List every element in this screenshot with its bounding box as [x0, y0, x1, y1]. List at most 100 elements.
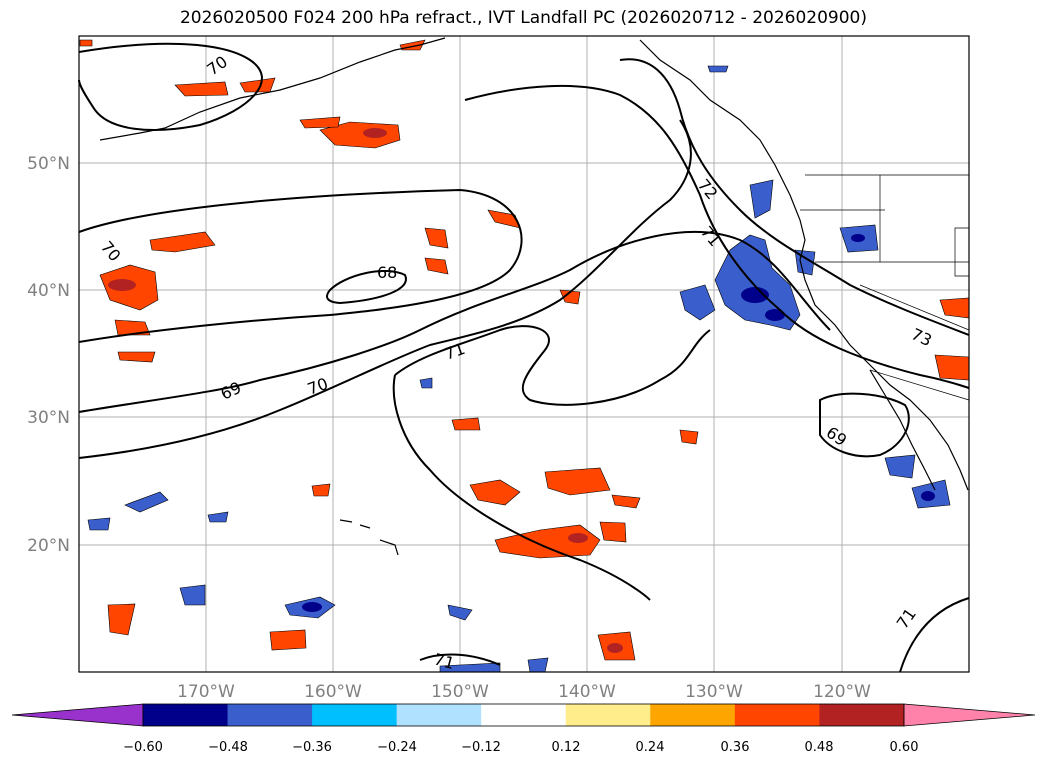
lat-tick-labels: 50°N 40°N 30°N 20°N: [27, 154, 70, 556]
cbar-label: 0.48: [805, 740, 834, 755]
plot-area: 70 70 68 69 70 71 72 71 69 71 71 73: [78, 35, 970, 674]
cold-blob-core: [741, 287, 769, 303]
contour-69: [78, 230, 831, 413]
cold-blob: [679, 284, 716, 321]
warm-blob: [469, 479, 521, 506]
cold-blob: [884, 454, 916, 479]
cold-blob: [749, 179, 774, 219]
warm-blob: [424, 227, 449, 249]
contour-70-mid: [78, 119, 692, 459]
hawaii-islands: [339, 519, 399, 556]
colorbar-swatch: [481, 704, 567, 726]
warm-blob: [174, 81, 229, 97]
contour-68: [326, 269, 407, 305]
warm-blob: [107, 603, 136, 636]
lon-label-150w: 150°W: [431, 682, 489, 702]
warm-blob: [79, 39, 93, 47]
warm-blob: [611, 494, 641, 509]
cbar-label: 0.36: [721, 740, 750, 755]
cbar-label: −0.36: [292, 740, 332, 755]
state-border: [859, 284, 970, 331]
contour-70-south: [392, 374, 651, 601]
warm-blob-core: [108, 279, 136, 291]
colorbar-tick-labels: −0.60 −0.48 −0.36 −0.24 −0.12 0.12 0.24 …: [123, 740, 918, 755]
cold-blob: [124, 491, 169, 513]
lon-label-120w: 120°W: [813, 682, 871, 702]
colorbar-swatch: [227, 704, 313, 726]
contour-71-bottom: [419, 653, 501, 666]
lat-label-30n: 30°N: [27, 408, 70, 428]
colorbar-swatch: [650, 704, 736, 726]
warm-blob: [679, 429, 699, 445]
warm-blob-core: [607, 643, 623, 653]
contour-69-south: [819, 392, 910, 458]
colorbar-swatch: [143, 704, 229, 726]
colorbar-frame: [142, 703, 905, 727]
us-mexico-border: [869, 369, 970, 401]
plot-frame: [78, 35, 970, 673]
warm-blob: [544, 467, 611, 496]
lat-label-20n: 20°N: [27, 536, 70, 556]
contour-71-south: [394, 325, 711, 406]
colorbar-extend-low: [11, 703, 144, 727]
cbar-label: 0.60: [890, 740, 919, 755]
warm-blob: [299, 116, 341, 129]
lon-tick-labels: 170°W 160°W 150°W 140°W 130°W 120°W: [177, 682, 871, 702]
warm-blob: [311, 483, 331, 497]
cbar-label: −0.24: [377, 740, 417, 755]
cold-blob: [707, 65, 729, 73]
warm-blob: [117, 351, 156, 363]
lat-label-50n: 50°N: [27, 154, 70, 174]
warm-blob: [149, 231, 216, 253]
colorbar-swatch: [396, 704, 482, 726]
warm-blob: [494, 524, 601, 559]
contour-label-71-bottom: 71: [432, 650, 457, 674]
contour-72: [619, 58, 970, 336]
cold-blob: [447, 604, 473, 621]
lon-label-160w: 160°W: [304, 682, 362, 702]
contour-label-68: 68: [377, 263, 397, 282]
positive-anomaly-blobs: [79, 39, 970, 661]
warm-blob: [114, 319, 151, 336]
warm-blob: [269, 629, 307, 651]
cold-blob: [419, 377, 433, 389]
cbar-label: 0.12: [552, 740, 581, 755]
warm-blob-core: [568, 533, 588, 543]
negative-anomaly-blobs: [87, 65, 951, 673]
lon-label-140w: 140°W: [558, 682, 616, 702]
warm-blob-core: [363, 128, 387, 138]
colorbar-swatch: [734, 704, 820, 726]
cold-blob: [207, 511, 229, 523]
colorbar-swatch: [819, 704, 905, 726]
cbar-label: −0.12: [461, 740, 501, 755]
cold-blob: [714, 234, 801, 331]
political-boundaries: [800, 174, 970, 401]
colorbar-extend-high: [903, 703, 1036, 727]
warm-blob: [934, 354, 970, 381]
cold-blob-core: [851, 234, 865, 242]
cbar-label: −0.60: [123, 740, 163, 755]
warm-blob: [599, 521, 627, 543]
lon-label-130w: 130°W: [685, 682, 743, 702]
lon-label-170w: 170°W: [177, 682, 235, 702]
contour-70-upper-left: [78, 188, 523, 343]
cold-blob-core: [921, 491, 935, 501]
colorbar-swatch: [312, 704, 398, 726]
north-america-west-coast: [639, 39, 969, 491]
contour-71-west: [464, 84, 970, 389]
cbar-label: −0.48: [208, 740, 248, 755]
cold-blob-core: [765, 309, 785, 321]
cold-blob: [87, 517, 111, 531]
colorbar-swatches: [11, 703, 1036, 727]
contour-71-southeast: [899, 597, 970, 673]
contour-70-north: [78, 42, 263, 131]
refractivity-contours: [78, 42, 970, 673]
cold-blob: [179, 584, 206, 606]
cbar-label: 0.24: [636, 740, 665, 755]
warm-blob: [424, 257, 449, 275]
cold-blob: [527, 657, 549, 673]
cold-blob: [794, 249, 816, 276]
map-title: 2026020500 F024 200 hPa refract., IVT La…: [179, 8, 867, 28]
colorbar-swatch: [565, 704, 651, 726]
